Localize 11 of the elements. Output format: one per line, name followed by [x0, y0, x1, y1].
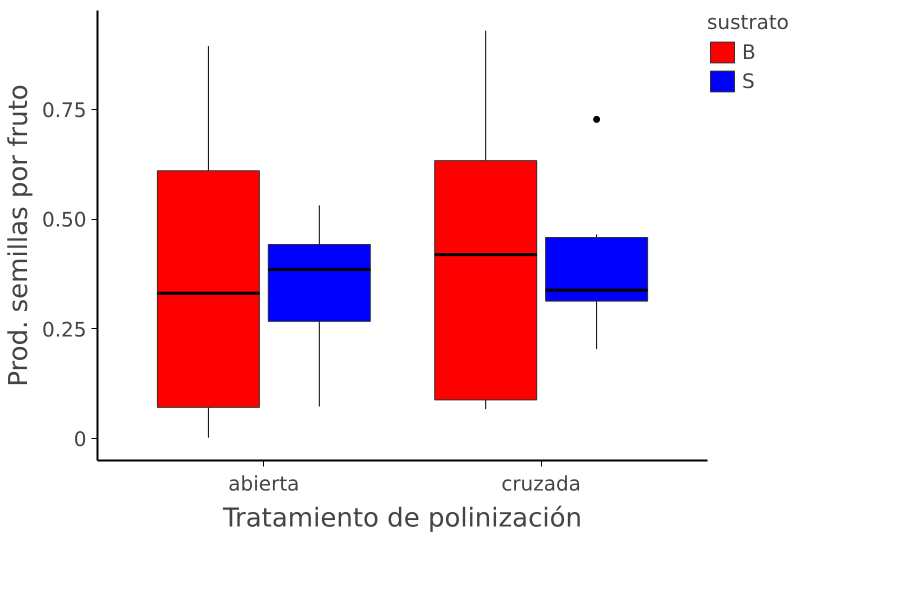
x-axis-title: Tratamiento de polinización: [222, 504, 582, 534]
x-tick-label: cruzada: [501, 472, 581, 496]
y-axis-title: Prod. semillas por fruto: [4, 84, 34, 387]
y-tick-label: 0.25: [42, 317, 86, 342]
y-tick-label: 0.75: [42, 98, 86, 122]
legend-label: S: [742, 69, 756, 93]
legend-label: B: [742, 40, 757, 64]
legend-title: sustrato: [707, 10, 789, 34]
y-tick-label: 0.50: [42, 208, 86, 232]
x-tick-label: abierta: [228, 472, 300, 496]
y-tick-label: 0: [74, 427, 87, 452]
